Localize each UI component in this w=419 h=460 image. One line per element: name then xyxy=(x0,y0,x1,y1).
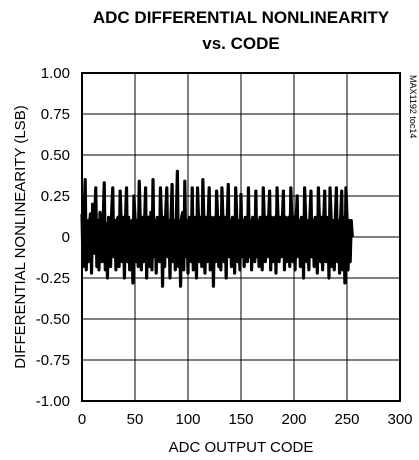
y-tick-label: -0.50 xyxy=(36,311,70,328)
y-tick-label: 0.25 xyxy=(41,188,70,205)
x-tick-label: 150 xyxy=(228,411,253,428)
y-axis-label: DIFFERENTIAL NONLINEARITY (LSB) xyxy=(12,105,29,368)
dnl-series-line xyxy=(80,169,354,288)
data-series xyxy=(80,169,354,288)
y-tick-labels: 1.00 0.75 0.50 0.25 0 -0.25 -0.50 -0.75 -1.00 xyxy=(36,65,70,410)
y-tick-label: -0.25 xyxy=(36,270,70,287)
y-tick-label: 1.00 xyxy=(41,65,70,82)
figure-code-note: MAX1192 toc14 xyxy=(408,75,418,138)
y-tick-label: 0 xyxy=(62,229,70,246)
chart-title: ADC DIFFERENTIAL NONLINEARITY xyxy=(93,8,390,27)
plot-frame xyxy=(81,72,401,402)
x-tick-labels: 0 50 100 150 200 250 300 xyxy=(78,411,413,428)
y-tick-label: -1.00 xyxy=(36,393,70,410)
x-tick-label: 0 xyxy=(78,411,86,428)
x-tick-label: 100 xyxy=(175,411,200,428)
x-axis-label: ADC OUTPUT CODE xyxy=(169,439,314,456)
x-tick-label: 300 xyxy=(387,411,412,428)
x-tick-label: 250 xyxy=(334,411,359,428)
y-tick-label: 0.50 xyxy=(41,147,70,164)
x-tick-label: 50 xyxy=(127,411,144,428)
y-tick-label: 0.75 xyxy=(41,106,70,123)
x-tick-label: 200 xyxy=(281,411,306,428)
chart-subtitle: vs. CODE xyxy=(202,34,279,53)
y-tick-label: -0.75 xyxy=(36,352,70,369)
